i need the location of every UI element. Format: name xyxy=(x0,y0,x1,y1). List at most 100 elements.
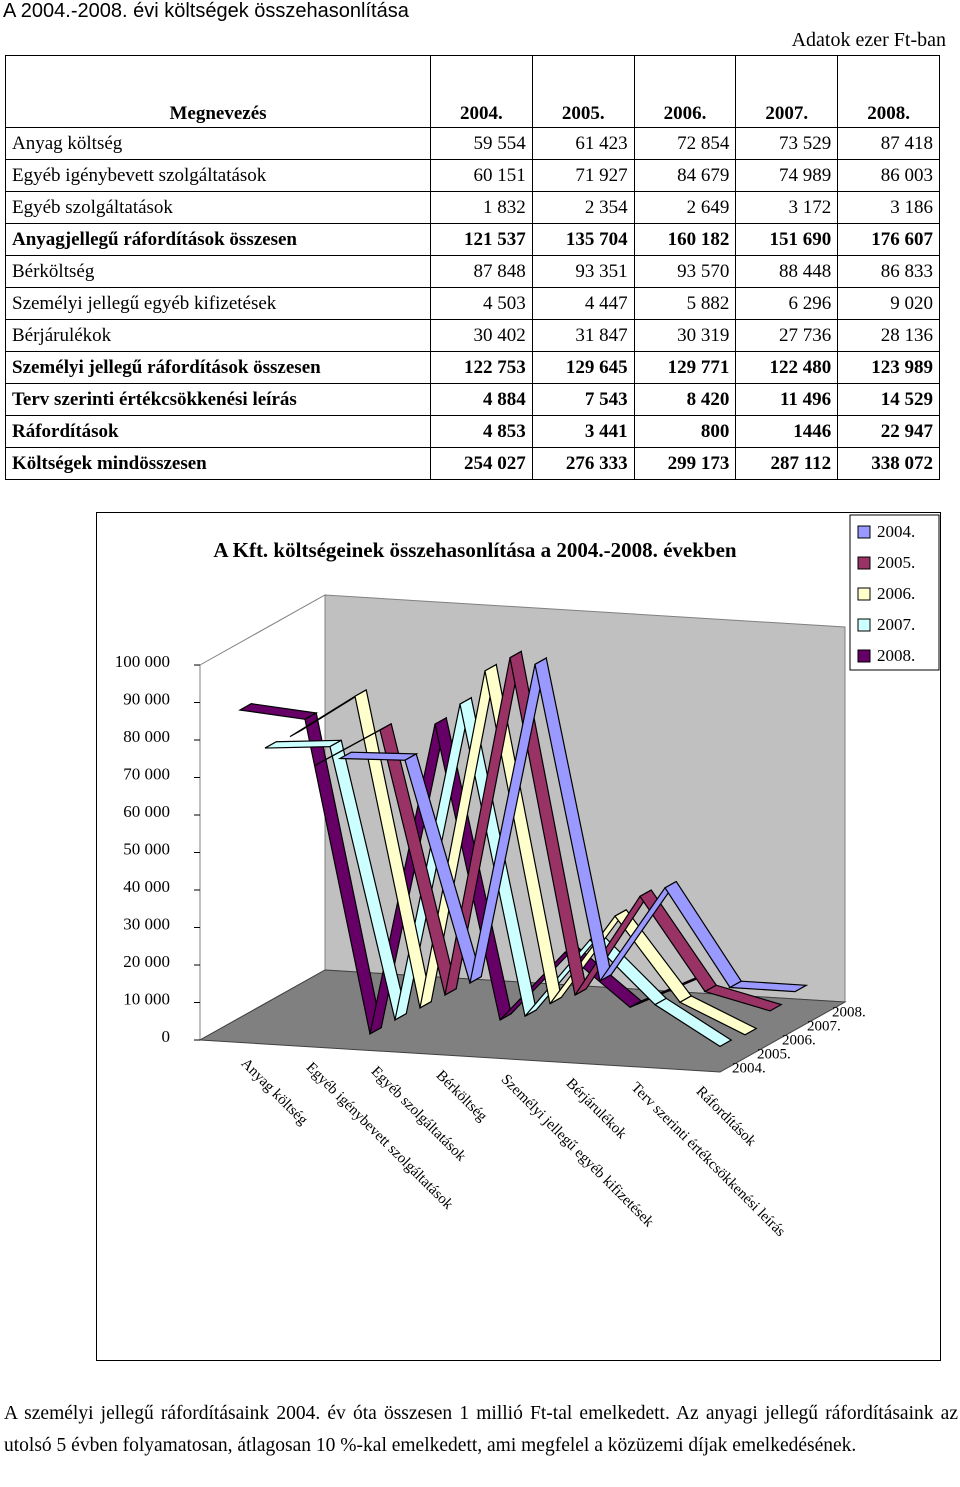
legend-label: 2005. xyxy=(877,553,915,572)
table-row: Ráfordítások 4 853 3 441 800 1446 22 947 xyxy=(5,415,940,448)
table-row: Terv szerinti értékcsökkenési leírás 4 88… xyxy=(5,383,940,416)
value-cell: 74 989 xyxy=(735,159,839,192)
value-cell: 276 333 xyxy=(531,447,635,480)
value-cell: 11 496 xyxy=(735,383,839,416)
x-tick-label: Bérköltség xyxy=(433,1068,491,1126)
value-cell: 122 753 xyxy=(430,351,533,384)
y-tick-label: 20 000 xyxy=(123,952,170,971)
value-cell: 30 402 xyxy=(430,319,533,352)
header-cell: Megnevezés xyxy=(5,55,431,128)
y-tick-label: 90 000 xyxy=(123,689,170,708)
value-cell: 14 529 xyxy=(837,383,940,416)
value-cell: 135 704 xyxy=(531,223,635,256)
value-cell: 6 296 xyxy=(735,287,839,320)
value-cell: 151 690 xyxy=(735,223,839,256)
value-cell: 2 649 xyxy=(633,191,737,224)
value-cell: 93 570 xyxy=(633,255,737,288)
value-cell: 1446 xyxy=(735,415,839,448)
cost-table: Megnevezés 2004. 2005. 2006. 2007. 2008. Anyag… xyxy=(5,55,940,480)
y-tick-label: 0 xyxy=(162,1027,171,1046)
chart-frame xyxy=(96,512,941,1361)
value-cell: 4 853 xyxy=(430,415,533,448)
chart-title: A Kft. költségeinek összehasonlítása a 2… xyxy=(213,538,737,562)
name-cell: Anyagjellegű ráfordítások összesen xyxy=(5,223,431,256)
legend-swatch xyxy=(857,649,871,663)
value-cell: 160 182 xyxy=(633,223,737,256)
header-cell: 2005. xyxy=(531,55,635,128)
chart: A Kft. költségeinek összehasonlítása a 2… xyxy=(115,514,940,1240)
table-row: Bérköltség 87 848 93 351 93 570 88 448 86 833 xyxy=(5,255,940,288)
depth-label: 2004. xyxy=(732,1060,766,1076)
value-cell: 22 947 xyxy=(837,415,940,448)
legend-swatch xyxy=(857,556,871,570)
table-row: Személyi jellegű egyéb kifizetések 4 503 4… xyxy=(5,287,940,320)
value-cell: 5 882 xyxy=(633,287,737,320)
value-cell: 129 771 xyxy=(633,351,737,384)
y-tick-label: 60 000 xyxy=(123,802,170,821)
y-tick-label: 100 000 xyxy=(115,652,170,671)
ribbon-segment xyxy=(727,980,809,993)
name-cell: Egyéb igénybevett szolgáltatások xyxy=(5,159,431,192)
legend-label: 2008. xyxy=(877,646,915,665)
table-row: Anyag költség 59 554 61 423 72 854 73 529 87 … xyxy=(5,127,940,160)
value-cell: 60 151 xyxy=(430,159,533,192)
value-cell: 129 645 xyxy=(531,351,635,384)
depth-label: 2008. xyxy=(832,1004,866,1020)
left-wall xyxy=(199,594,326,1041)
ribbon-segment xyxy=(337,751,419,761)
name-cell: Ráfordítások xyxy=(5,415,431,448)
value-cell: 1 832 xyxy=(430,191,533,224)
y-tick-label: 40 000 xyxy=(123,877,170,896)
depth-label: 2005. xyxy=(757,1046,791,1062)
header-cell: 2007. xyxy=(735,55,839,128)
ribbon-segment xyxy=(678,995,758,1036)
footer-text: A személyi jellegű ráfordításaink 2004. … xyxy=(4,1403,958,1456)
y-tick-label: 10 000 xyxy=(123,989,170,1008)
table-row: Egyéb igénybevett szolgáltatások 60 151 71… xyxy=(5,159,940,192)
value-cell: 28 136 xyxy=(837,319,940,352)
value-cell: 3 441 xyxy=(531,415,635,448)
name-cell: Személyi jellegű ráfordítások összesen xyxy=(5,351,431,384)
value-cell: 254 027 xyxy=(430,447,533,480)
value-cell: 121 537 xyxy=(430,223,533,256)
value-cell: 299 173 xyxy=(633,447,737,480)
legend-label: 2007. xyxy=(877,615,915,634)
value-cell: 176 607 xyxy=(837,223,940,256)
name-cell: Költségek mindösszesen xyxy=(5,447,431,480)
value-cell: 84 679 xyxy=(633,159,737,192)
ribbon-segment xyxy=(703,984,783,1012)
value-cell: 287 112 xyxy=(735,447,839,480)
table-row: Egyéb szolgáltatások 1 832 2 354 2 649 3 172… xyxy=(5,191,940,224)
name-cell: Terv szerinti értékcsökkenési leírás xyxy=(5,383,431,416)
legend-swatch xyxy=(857,587,871,601)
value-cell: 4 884 xyxy=(430,383,533,416)
value-cell: 9 020 xyxy=(837,287,940,320)
legend-swatch xyxy=(857,618,871,632)
depth-label: 2007. xyxy=(807,1018,841,1034)
value-cell: 3 172 xyxy=(735,191,839,224)
x-tick-label: Ráfordítások xyxy=(693,1084,759,1150)
name-cell: Anyag költség xyxy=(5,127,431,160)
value-cell: 61 423 xyxy=(531,127,635,160)
x-tick-label: Bérjárulékok xyxy=(563,1076,630,1143)
y-tick-label: 30 000 xyxy=(123,914,170,933)
table-row: Költségek mindösszesen 254 027 276 333 299 … xyxy=(5,447,940,480)
legend-label: 2004. xyxy=(877,522,915,541)
y-tick-label: 50 000 xyxy=(123,839,170,858)
ribbon-segment xyxy=(653,997,733,1048)
table-row: Anyagjellegű ráfordítások összesen 121 53… xyxy=(5,223,940,256)
value-cell: 4 447 xyxy=(531,287,635,320)
value-cell: 31 847 xyxy=(531,319,635,352)
legend-label: 2006. xyxy=(877,584,915,603)
unit-note: Adatok ezer Ft-ban xyxy=(791,29,946,51)
name-cell: Személyi jellegű egyéb kifizetések xyxy=(5,287,431,320)
page-title: A 2004.-2008. évi költségek összehasonlí… xyxy=(3,0,409,22)
value-cell: 338 072 xyxy=(837,447,940,480)
value-cell: 30 319 xyxy=(633,319,737,352)
y-tick-label: 80 000 xyxy=(123,727,170,746)
value-cell: 72 854 xyxy=(633,127,737,160)
legend-swatch xyxy=(857,525,871,539)
value-cell: 2 354 xyxy=(531,191,635,224)
table-row: Személyi jellegű ráfordítások összesen 12… xyxy=(5,351,940,384)
